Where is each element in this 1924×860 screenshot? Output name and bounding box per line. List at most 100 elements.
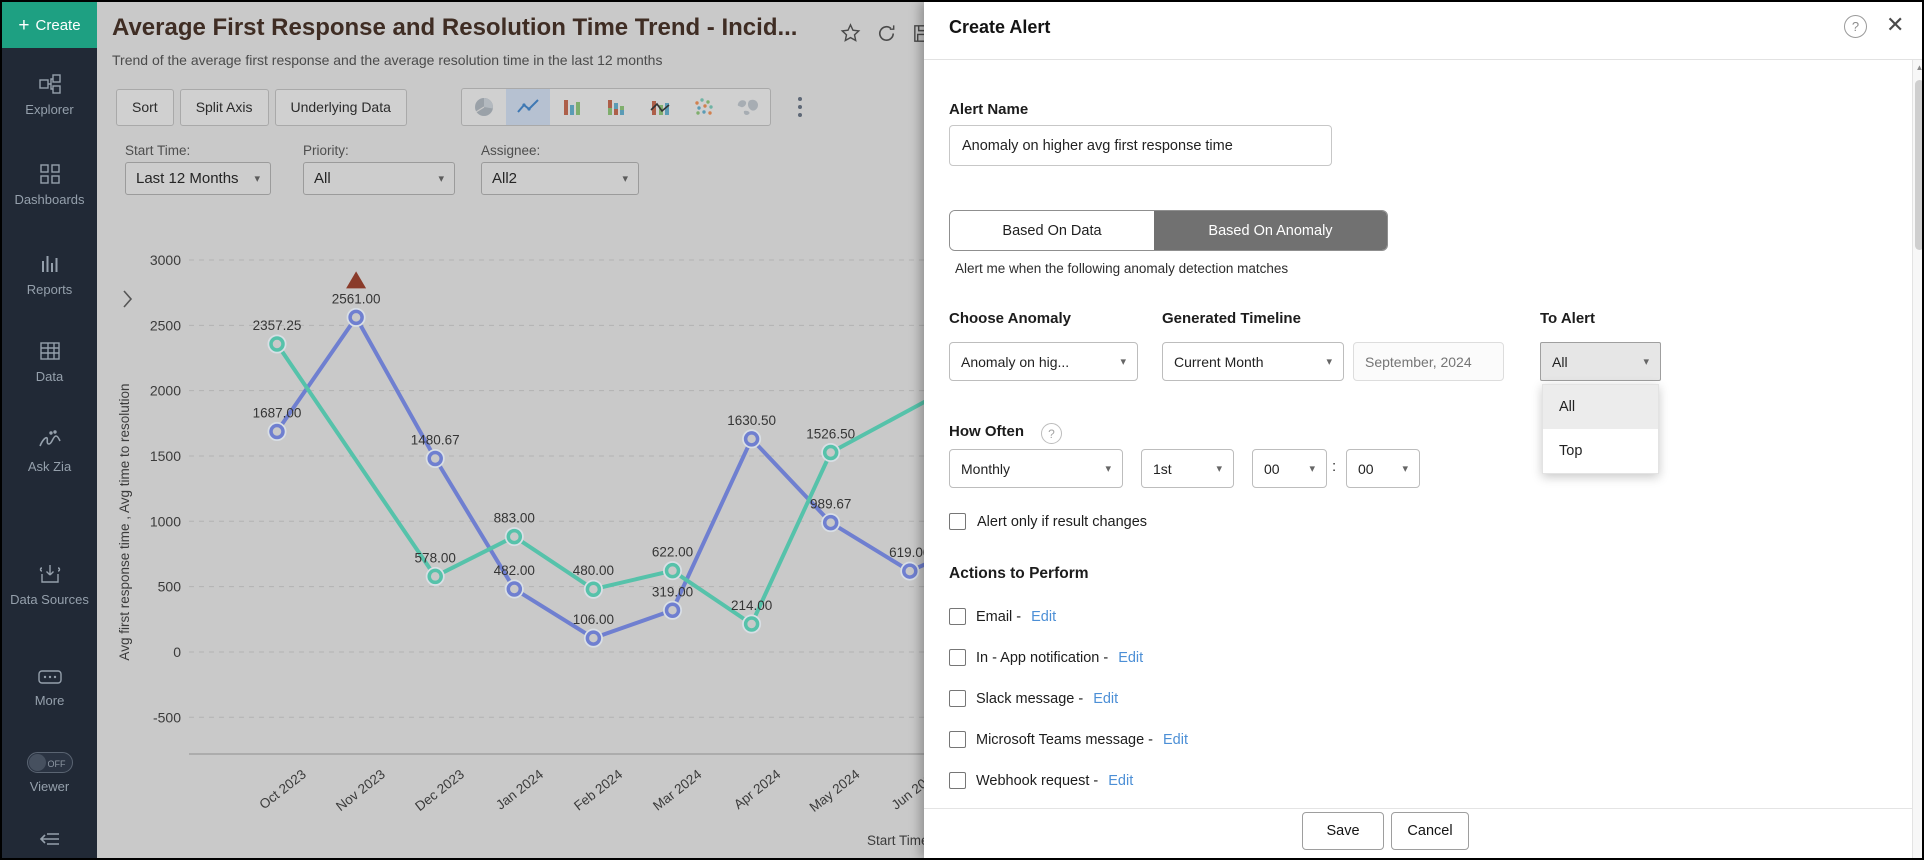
generated-timeline-value: Current Month: [1174, 353, 1264, 370]
line-chart-icon[interactable]: [505, 89, 550, 125]
panel-title: Create Alert: [949, 17, 1051, 37]
left-sidebar: + Create Explorer Dashboards: [2, 2, 97, 858]
action-label: In - App notification -: [976, 649, 1109, 666]
alert-name-input[interactable]: [949, 125, 1332, 166]
chevron-down-icon: ▾: [1643, 356, 1649, 368]
viewer-toggle-item[interactable]: OFF Viewer: [2, 752, 97, 794]
assignee-filter[interactable]: All2 ▾: [481, 162, 639, 195]
scatter-plot-icon[interactable]: [682, 89, 726, 125]
webhook-checkbox[interactable]: [949, 772, 966, 789]
svg-text:1480.67: 1480.67: [411, 433, 460, 448]
day-select[interactable]: 1st ▾: [1141, 449, 1234, 488]
trend-line-chart[interactable]: 3000 2500 2000 1500 1000 500 0 -500 Oct 2023 Nov …: [97, 2, 924, 860]
svg-text:2500: 2500: [150, 317, 181, 333]
svg-text:-500: -500: [153, 709, 181, 725]
chevron-down-icon: ▾: [1120, 356, 1126, 368]
plus-icon: +: [18, 14, 30, 36]
svg-text:2561.00: 2561.00: [332, 291, 381, 306]
save-button[interactable]: Save: [1302, 812, 1384, 850]
panel-scrollbar[interactable]: ▲: [1912, 60, 1924, 858]
result-changes-checkbox[interactable]: [949, 513, 966, 530]
viewer-toggle[interactable]: OFF: [26, 752, 73, 773]
svg-text:500: 500: [158, 579, 182, 595]
chart-type-switcher: [460, 88, 771, 126]
report-view: Average First Response and Resolution Ti…: [97, 2, 931, 860]
email-checkbox[interactable]: [949, 608, 966, 625]
slack-edit-link[interactable]: Edit: [1093, 690, 1119, 707]
in-app-edit-link[interactable]: Edit: [1118, 649, 1144, 666]
teams-checkbox[interactable]: [949, 731, 966, 748]
filter-label-priority: Priority:: [303, 143, 349, 158]
dropdown-option-all[interactable]: All: [1543, 385, 1658, 429]
scroll-up-arrow-icon[interactable]: ▲: [1915, 63, 1924, 72]
in-app-checkbox[interactable]: [949, 649, 966, 666]
chevron-down-icon: ▾: [438, 173, 444, 185]
dropdown-option-top[interactable]: Top: [1559, 443, 1583, 459]
star-icon[interactable]: [839, 22, 862, 50]
chevron-down-icon: ▾: [1216, 463, 1222, 475]
sidebar-item-ask-zia[interactable]: Ask Zia: [2, 429, 97, 474]
refresh-icon[interactable]: [875, 22, 898, 50]
alert-name-label: Alert Name: [949, 101, 1029, 118]
filter-label-assignee: Assignee:: [481, 143, 541, 158]
start-time-filter[interactable]: Last 12 Months ▾: [125, 162, 271, 195]
to-alert-dropdown-menu: All Top: [1542, 384, 1659, 474]
pie-chart-icon[interactable]: [462, 89, 506, 125]
stacked-bar-chart-icon[interactable]: [594, 89, 638, 125]
cancel-button[interactable]: Cancel: [1391, 812, 1469, 850]
svg-text:2000: 2000: [150, 383, 181, 399]
sidebar-item-reports[interactable]: Reports: [2, 252, 97, 297]
create-button[interactable]: + Create: [2, 2, 97, 48]
hour-select[interactable]: 00 ▾: [1252, 449, 1327, 488]
webhook-edit-link[interactable]: Edit: [1108, 772, 1134, 789]
sidebar-item-label: Dashboards: [14, 192, 85, 207]
svg-text:Jan 2024: Jan 2024: [493, 766, 546, 812]
report-title: Average First Response and Resolution Ti…: [112, 14, 798, 41]
assignee-filter-value: All2: [492, 170, 518, 187]
svg-text:214.00: 214.00: [731, 598, 772, 613]
svg-text:480.00: 480.00: [573, 563, 614, 578]
svg-text:2357.25: 2357.25: [253, 318, 302, 333]
bar-chart-icon[interactable]: [550, 89, 594, 125]
how-often-help-icon[interactable]: ?: [1041, 423, 1062, 444]
help-icon[interactable]: ?: [1844, 15, 1867, 38]
sidebar-item-more[interactable]: More: [2, 667, 97, 708]
sidebar-item-data[interactable]: Data: [2, 339, 97, 384]
time-separator: :: [1332, 458, 1337, 475]
slack-checkbox[interactable]: [949, 690, 966, 707]
sort-button[interactable]: Sort: [116, 88, 174, 126]
choose-anomaly-select[interactable]: Anomaly on hig... ▾: [949, 342, 1138, 381]
create-button-label: Create: [35, 16, 81, 34]
divider: [924, 59, 1922, 60]
underlying-data-button[interactable]: Underlying Data: [274, 88, 407, 126]
map-chart-icon[interactable]: [726, 89, 770, 125]
frequency-select[interactable]: Monthly ▾: [949, 449, 1123, 488]
split-axis-button[interactable]: Split Axis: [179, 88, 269, 126]
generated-timeline-select[interactable]: Current Month ▾: [1162, 342, 1344, 381]
collapse-sidebar-button[interactable]: [2, 828, 97, 850]
tab-based-on-data[interactable]: Based On Data: [950, 211, 1154, 250]
email-edit-link[interactable]: Edit: [1031, 608, 1057, 625]
scrollbar-thumb[interactable]: [1915, 80, 1922, 250]
data-table-icon: [38, 339, 62, 363]
priority-filter-value: All: [314, 170, 331, 187]
teams-edit-link[interactable]: Edit: [1163, 731, 1189, 748]
minute-select[interactable]: 00 ▾: [1346, 449, 1420, 488]
svg-text:883.00: 883.00: [494, 511, 535, 526]
svg-text:Mar 2024: Mar 2024: [650, 766, 705, 813]
sidebar-item-explorer[interactable]: Explorer: [2, 72, 97, 117]
action-label: Microsoft Teams message -: [976, 731, 1154, 748]
svg-text:Apr 2024: Apr 2024: [731, 766, 784, 812]
close-icon[interactable]: ✕: [1886, 12, 1905, 37]
to-alert-select[interactable]: All ▾: [1540, 342, 1661, 381]
svg-text:Start Time: Start Time: [867, 833, 924, 848]
bar-line-combo-icon[interactable]: [638, 89, 682, 125]
hour-value: 00: [1264, 460, 1280, 477]
kebab-menu-icon[interactable]: [787, 89, 813, 125]
sidebar-item-label: Data Sources: [10, 592, 89, 607]
tab-based-on-anomaly[interactable]: Based On Anomaly: [1154, 211, 1387, 250]
priority-filter[interactable]: All ▾: [303, 162, 455, 195]
sidebar-item-dashboards[interactable]: Dashboards: [2, 162, 97, 207]
svg-text:1500: 1500: [150, 448, 181, 464]
sidebar-item-data-sources[interactable]: Data Sources: [2, 562, 97, 607]
